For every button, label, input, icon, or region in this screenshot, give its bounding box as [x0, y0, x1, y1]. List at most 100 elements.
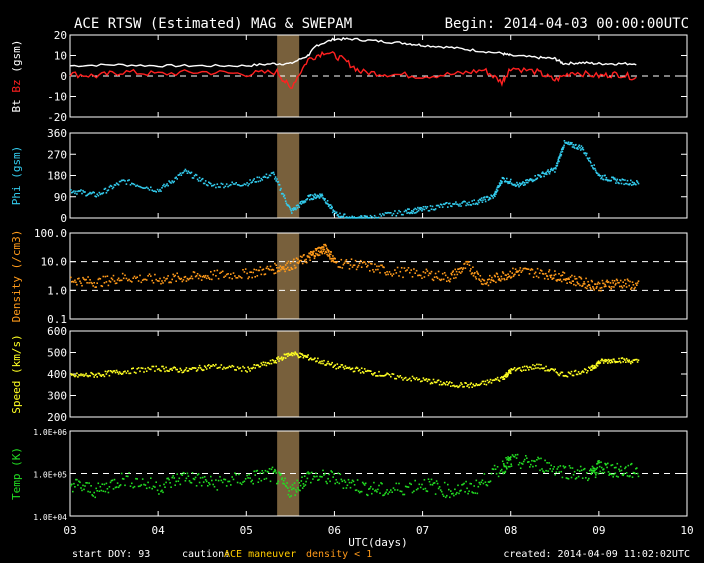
- data-point: [301, 487, 304, 489]
- data-point: [531, 459, 533, 462]
- data-point: [144, 484, 147, 486]
- ytick-label-mag-2: 0: [60, 70, 67, 83]
- data-point: [601, 279, 604, 282]
- data-point: [415, 488, 418, 491]
- data-point: [437, 487, 440, 490]
- data-point: [173, 477, 175, 479]
- data-point: [242, 184, 244, 187]
- data-point: [433, 482, 436, 484]
- data-point: [115, 282, 118, 284]
- data-point: [104, 370, 107, 373]
- data-point: [323, 248, 326, 251]
- data-point: [569, 141, 572, 144]
- data-point: [334, 364, 336, 366]
- data-point: [174, 177, 176, 179]
- data-point: [231, 364, 233, 367]
- data-point: [422, 271, 425, 273]
- data-point: [137, 185, 140, 188]
- data-point: [188, 277, 191, 280]
- data-point: [512, 267, 514, 270]
- data-point: [155, 191, 157, 193]
- data-point: [509, 465, 511, 468]
- data-point: [555, 167, 557, 170]
- data-point: [97, 372, 100, 375]
- data-point: [390, 489, 392, 491]
- data-point: [556, 162, 559, 165]
- data-point: [471, 200, 473, 202]
- data-point: [577, 283, 580, 285]
- data-point: [220, 479, 223, 482]
- ytick-label-speed-3: 300: [47, 390, 67, 403]
- data-point: [259, 472, 262, 474]
- data-point: [306, 255, 309, 257]
- data-point: [508, 182, 511, 184]
- data-point: [357, 264, 360, 267]
- xtick-label-5: 08: [504, 524, 517, 537]
- data-point: [135, 277, 137, 279]
- data-point: [361, 371, 364, 373]
- data-point: [557, 157, 560, 159]
- data-point: [280, 356, 283, 358]
- data-point: [406, 379, 408, 381]
- data-point: [113, 184, 116, 186]
- data-point: [202, 481, 205, 483]
- data-point: [216, 183, 219, 185]
- data-point: [480, 197, 483, 199]
- data-point: [338, 266, 341, 268]
- data-point: [215, 363, 217, 366]
- data-point: [103, 375, 106, 378]
- data-point: [108, 374, 111, 377]
- data-point: [83, 375, 85, 377]
- data-point: [326, 202, 328, 205]
- data-point: [436, 482, 439, 485]
- data-point: [498, 277, 501, 280]
- data-point: [602, 178, 605, 181]
- data-point: [519, 267, 522, 269]
- data-point: [291, 208, 294, 210]
- data-point: [607, 358, 610, 361]
- data-point: [207, 275, 209, 277]
- data-point: [618, 182, 620, 185]
- data-point: [317, 479, 319, 481]
- data-point: [144, 367, 147, 370]
- data-point: [464, 200, 466, 203]
- data-point: [615, 466, 617, 469]
- data-point: [143, 278, 145, 281]
- data-point: [345, 259, 348, 261]
- data-point: [329, 258, 331, 260]
- data-point: [567, 143, 569, 145]
- data-point: [522, 267, 525, 270]
- data-point: [147, 187, 149, 190]
- data-point: [550, 274, 553, 277]
- data-point: [181, 172, 184, 174]
- data-point: [165, 184, 167, 187]
- data-point: [284, 353, 286, 356]
- data-point: [314, 193, 316, 195]
- data-point: [205, 184, 208, 186]
- data-point: [402, 213, 404, 216]
- data-point: [104, 187, 107, 190]
- data-point: [359, 217, 362, 219]
- data-point: [98, 277, 101, 280]
- start-doy: start DOY: 93: [72, 549, 150, 560]
- data-point: [341, 364, 344, 366]
- data-point: [560, 153, 563, 156]
- data-point: [497, 475, 500, 478]
- data-point: [362, 482, 365, 485]
- data-point: [369, 487, 371, 490]
- data-point: [177, 371, 180, 373]
- data-point: [322, 246, 325, 248]
- data-point: [188, 171, 191, 174]
- data-point: [609, 282, 612, 284]
- data-point: [550, 464, 552, 467]
- data-point: [521, 463, 524, 465]
- data-point: [621, 178, 624, 180]
- data-point: [250, 181, 252, 184]
- data-point: [341, 267, 344, 269]
- data-point: [236, 366, 239, 368]
- data-point: [185, 367, 188, 369]
- data-point: [254, 367, 256, 369]
- data-point: [610, 179, 612, 182]
- data-point: [471, 491, 473, 493]
- data-point: [563, 467, 566, 469]
